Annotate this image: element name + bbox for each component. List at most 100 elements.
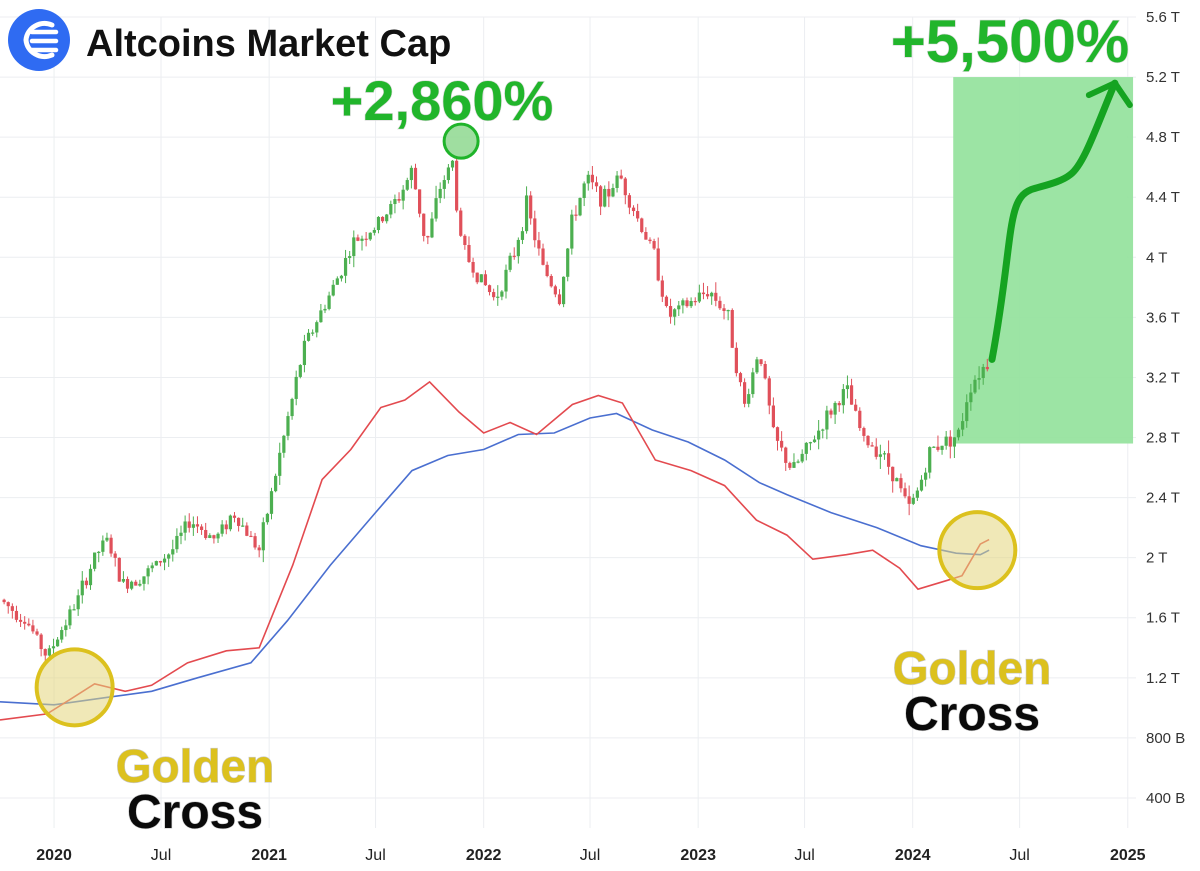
candle-body (685, 300, 689, 307)
candle-body (274, 475, 278, 492)
candle-body (775, 427, 780, 441)
candle-body (450, 160, 455, 168)
candle-body (821, 429, 825, 431)
projection-arrow-head (1085, 80, 1133, 109)
candle-body (80, 580, 84, 596)
candle-body (874, 446, 878, 457)
candle-body (504, 269, 508, 292)
candle-body (743, 382, 747, 404)
candle-body (376, 216, 381, 231)
candle-body (125, 579, 130, 589)
candle-body (364, 238, 368, 240)
candle-body (854, 404, 858, 411)
candle-body (426, 235, 430, 238)
candle-body (39, 634, 43, 650)
candle-body (533, 218, 537, 241)
candle-body (298, 365, 302, 377)
projection-arrow-line (988, 79, 1119, 363)
candle-body (43, 649, 47, 656)
candle-body (969, 392, 973, 403)
candle-body (829, 410, 833, 415)
candle-body (68, 609, 72, 626)
candle-body (599, 186, 603, 207)
candle-body (961, 421, 965, 430)
candle-body (849, 385, 854, 405)
x-tick-label: 2023 (680, 847, 716, 864)
candle-body (175, 535, 179, 550)
candle-body (290, 398, 294, 417)
candle-body (673, 309, 677, 317)
candle-body (237, 517, 241, 526)
candle-body (23, 621, 27, 624)
candle-body (294, 376, 298, 399)
candle-body (212, 535, 216, 539)
candle-body (204, 529, 208, 538)
candle-body (722, 308, 726, 311)
y-tick-label: 5.6 T (1146, 9, 1180, 26)
candle-body (833, 402, 837, 415)
candle-body (413, 167, 418, 190)
y-tick-label: 5.2 T (1146, 69, 1180, 86)
peak-marker-circle (442, 122, 480, 160)
candle-body (306, 332, 311, 341)
candle-body (545, 264, 549, 276)
candle-body (232, 515, 237, 518)
candle-body (2, 599, 6, 603)
candle-body (973, 379, 977, 393)
candle-body (199, 526, 204, 530)
candle-body (640, 218, 644, 232)
candle-body (352, 237, 356, 257)
y-tick-label: 4.4 T (1146, 189, 1180, 206)
candle-body (389, 204, 393, 215)
candle-body (656, 248, 660, 281)
golden-cross-circle (937, 510, 1018, 591)
y-tick-label: 2.8 T (1146, 430, 1180, 447)
y-tick-label: 2 T (1146, 550, 1167, 567)
candle-body (405, 180, 409, 190)
projection-arrow (988, 79, 1133, 363)
candle-body (664, 296, 669, 307)
candle-body (130, 581, 134, 589)
candle-body (138, 583, 142, 586)
x-tick-label: Jul (794, 847, 814, 864)
candle-body (891, 466, 895, 482)
candle-body (183, 521, 187, 533)
candle-body (134, 581, 138, 586)
candle-body (730, 310, 734, 348)
candle-body (882, 453, 887, 455)
candle-body (710, 292, 714, 297)
candle-body (796, 461, 800, 463)
candle-body (985, 366, 989, 370)
candle-body (870, 445, 874, 447)
candle-body (594, 182, 599, 187)
candle-body (339, 275, 344, 279)
candle-body (936, 446, 940, 450)
candle-body (55, 639, 60, 647)
candle-body (611, 187, 615, 197)
candle-body (146, 568, 150, 577)
candlestick-series (2, 156, 989, 663)
candle-body (302, 340, 307, 366)
candle-body (553, 286, 557, 295)
candle-body (18, 619, 23, 622)
candle-body (956, 429, 961, 438)
candle-body (714, 292, 718, 301)
candle-body (895, 478, 899, 482)
candle-body (121, 579, 126, 582)
candle-body (101, 540, 105, 552)
candle-body (158, 561, 163, 563)
candle-body (109, 537, 113, 554)
candle-body (31, 625, 35, 632)
candle-body (582, 183, 586, 198)
candle-body (619, 175, 623, 179)
candle-body (150, 565, 154, 569)
candle-body (397, 199, 401, 201)
x-axis: 2020 Jul 2021 Jul 2022 Jul 2023 Jul 2024 Jul 2025 (36, 847, 1145, 864)
candle-body (508, 255, 512, 270)
candle-body (780, 440, 784, 448)
candle-body (837, 402, 841, 406)
candle-body (767, 378, 771, 406)
candle-body (348, 256, 352, 259)
y-tick-label: 1.6 T (1146, 610, 1180, 627)
